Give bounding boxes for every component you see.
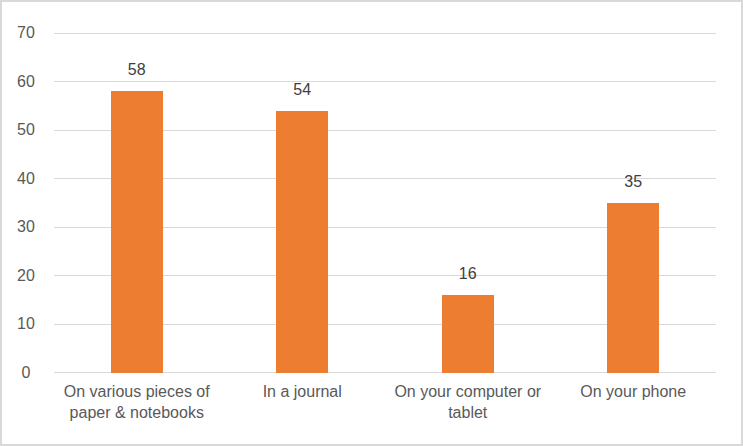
gridline — [54, 33, 716, 34]
gridline — [54, 81, 716, 82]
y-tick-label: 70 — [6, 25, 46, 41]
bar — [276, 111, 328, 373]
y-tick-label: 50 — [6, 122, 46, 138]
bar-value-label: 54 — [220, 81, 386, 99]
bar — [442, 295, 494, 373]
bar-value-label: 58 — [54, 61, 220, 79]
bar — [111, 91, 163, 373]
bar-value-label: 35 — [551, 173, 717, 191]
category-label: On your computer or tablet — [385, 381, 551, 423]
category-label: In a journal — [220, 381, 386, 402]
y-tick-label: 20 — [6, 268, 46, 284]
y-tick-label: 40 — [6, 171, 46, 187]
bar — [607, 203, 659, 373]
plot-area: 5854 16 35 — [54, 33, 716, 373]
y-tick-label: 0 — [6, 365, 46, 381]
y-tick-label: 30 — [6, 219, 46, 235]
y-tick-label: 60 — [6, 74, 46, 90]
category-label: On various pieces of paper & notebooks — [54, 381, 220, 423]
bar-chart: 5854 16 35 0 10 20 30 40 50 60 70 On various piece… — [0, 0, 743, 446]
y-tick-label: 10 — [6, 316, 46, 332]
category-label: On your phone — [551, 381, 717, 402]
bar-value-label: 16 — [385, 265, 551, 283]
